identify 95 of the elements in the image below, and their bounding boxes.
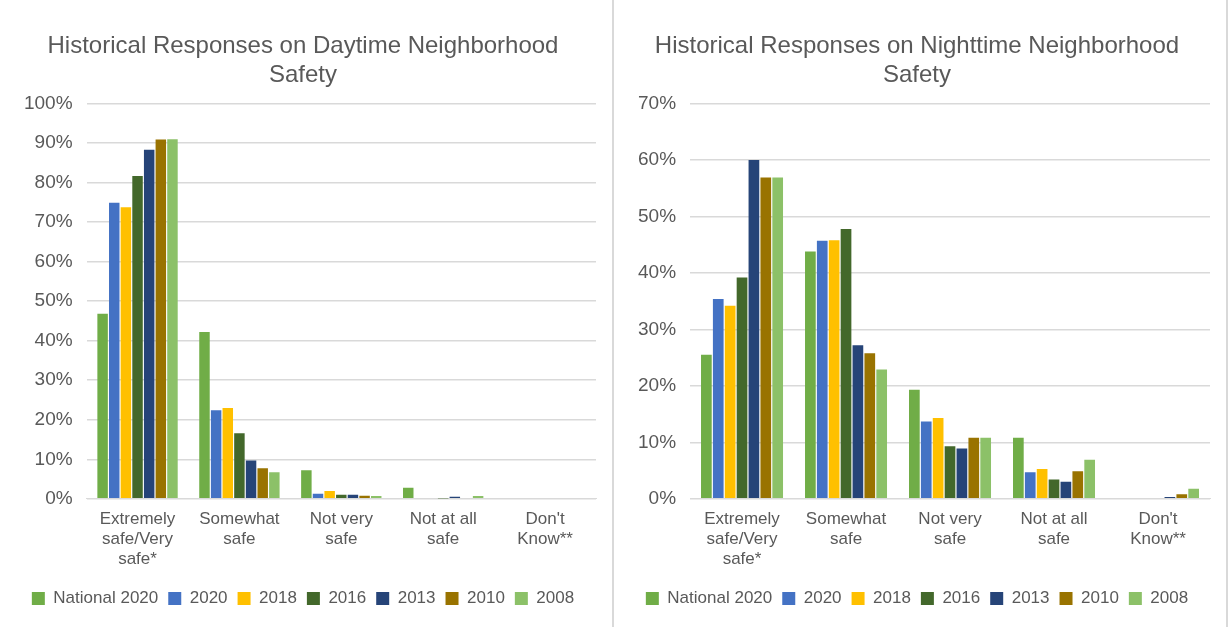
x-tick-label: Somewhat safe (805, 508, 887, 549)
bar (701, 354, 712, 499)
bar (864, 353, 876, 499)
bar (1060, 481, 1072, 499)
bar (120, 207, 132, 499)
y-tick-label: 0% (45, 487, 73, 509)
x-tick-label: Not very safe (918, 508, 983, 549)
x-tick-label: Don't Know** (1130, 508, 1187, 549)
bar (234, 433, 245, 499)
x-tick-label: Not very safe (309, 508, 374, 549)
y-tick-label: 60% (34, 249, 73, 271)
y-tick-label: 40% (34, 328, 73, 350)
chart-title: Historical Responses on Nighttime Neighborhood Safety (654, 31, 1180, 87)
bar (1048, 479, 1060, 499)
bar (336, 494, 347, 499)
bar (980, 437, 992, 499)
y-tick-label: 50% (638, 204, 677, 226)
bar (840, 228, 852, 499)
bar (932, 418, 944, 499)
bar (1188, 488, 1200, 499)
legend-label: 2020 (803, 588, 842, 608)
bar (828, 240, 840, 499)
legend-label: 2016 (942, 588, 981, 608)
bar (324, 490, 335, 499)
bar (816, 240, 828, 499)
bar (97, 313, 108, 499)
y-tick-label: 0% (648, 487, 677, 509)
bar (1013, 437, 1024, 499)
bar (199, 332, 210, 499)
legend-label: 2013 (397, 588, 436, 608)
y-tick-label: 50% (34, 289, 73, 311)
bar (805, 251, 816, 499)
legend-label: 2020 (189, 588, 228, 608)
bar (724, 305, 736, 499)
legend-label: 2013 (1011, 588, 1050, 608)
legend-label: National 2020 (53, 588, 159, 608)
bar (472, 496, 484, 499)
bar (909, 389, 920, 499)
legend-label: National 2020 (667, 588, 773, 608)
bar (748, 160, 760, 499)
legend-label: 2008 (536, 588, 575, 608)
legend-label: 2018 (873, 588, 911, 608)
y-tick-label: 60% (638, 148, 677, 170)
x-tick-label: Extremely safe/Very safe* (99, 508, 176, 569)
x-tick-label: Somewhat safe (199, 508, 280, 549)
bar (1024, 472, 1036, 499)
bar (956, 448, 968, 499)
bar (760, 177, 772, 499)
bar (132, 175, 143, 499)
y-tick-label: 70% (638, 91, 677, 113)
bar (1036, 468, 1048, 499)
bar (920, 421, 932, 499)
bar (210, 410, 222, 499)
legend-label: 2010 (467, 588, 505, 608)
x-tick-label: Not at all safe (409, 508, 477, 549)
y-tick-label: 90% (34, 131, 73, 153)
bar (876, 369, 888, 499)
bar (143, 149, 155, 499)
y-tick-label: 80% (34, 170, 73, 192)
bar (1072, 471, 1084, 499)
bar (301, 470, 312, 499)
bar (155, 139, 167, 499)
y-tick-label: 20% (638, 374, 677, 396)
bar (712, 298, 724, 499)
bar (1176, 494, 1188, 499)
chart-title: Historical Responses on Daytime Neighborhood Safety (47, 31, 559, 87)
bar (772, 177, 784, 499)
y-tick-label: 30% (638, 317, 677, 339)
bar (167, 139, 178, 499)
y-tick-label: 100% (23, 91, 73, 113)
y-tick-label: 10% (638, 430, 677, 452)
bar (403, 487, 414, 499)
legend-label: 2016 (328, 588, 367, 608)
bar (852, 345, 864, 499)
bar (968, 437, 980, 499)
x-tick-label: Extremely safe/Very safe* (704, 508, 781, 569)
bar (1084, 459, 1096, 499)
legend-label: 2008 (1150, 588, 1189, 608)
y-tick-label: 20% (34, 407, 73, 429)
bar (944, 446, 956, 499)
bar (269, 472, 280, 499)
x-tick-label: Don't Know** (517, 508, 574, 549)
bar (222, 407, 234, 499)
bar (736, 277, 748, 499)
y-tick-label: 10% (34, 447, 73, 469)
y-tick-label: 70% (34, 210, 73, 232)
bar (370, 496, 382, 499)
x-tick-label: Not at all safe (1020, 508, 1088, 549)
bar (257, 468, 268, 499)
legend-label: 2010 (1081, 588, 1119, 608)
y-tick-label: 40% (638, 261, 677, 283)
bar (245, 460, 257, 499)
legend-label: 2018 (259, 588, 297, 608)
bar (109, 202, 120, 499)
y-tick-label: 30% (34, 368, 73, 390)
